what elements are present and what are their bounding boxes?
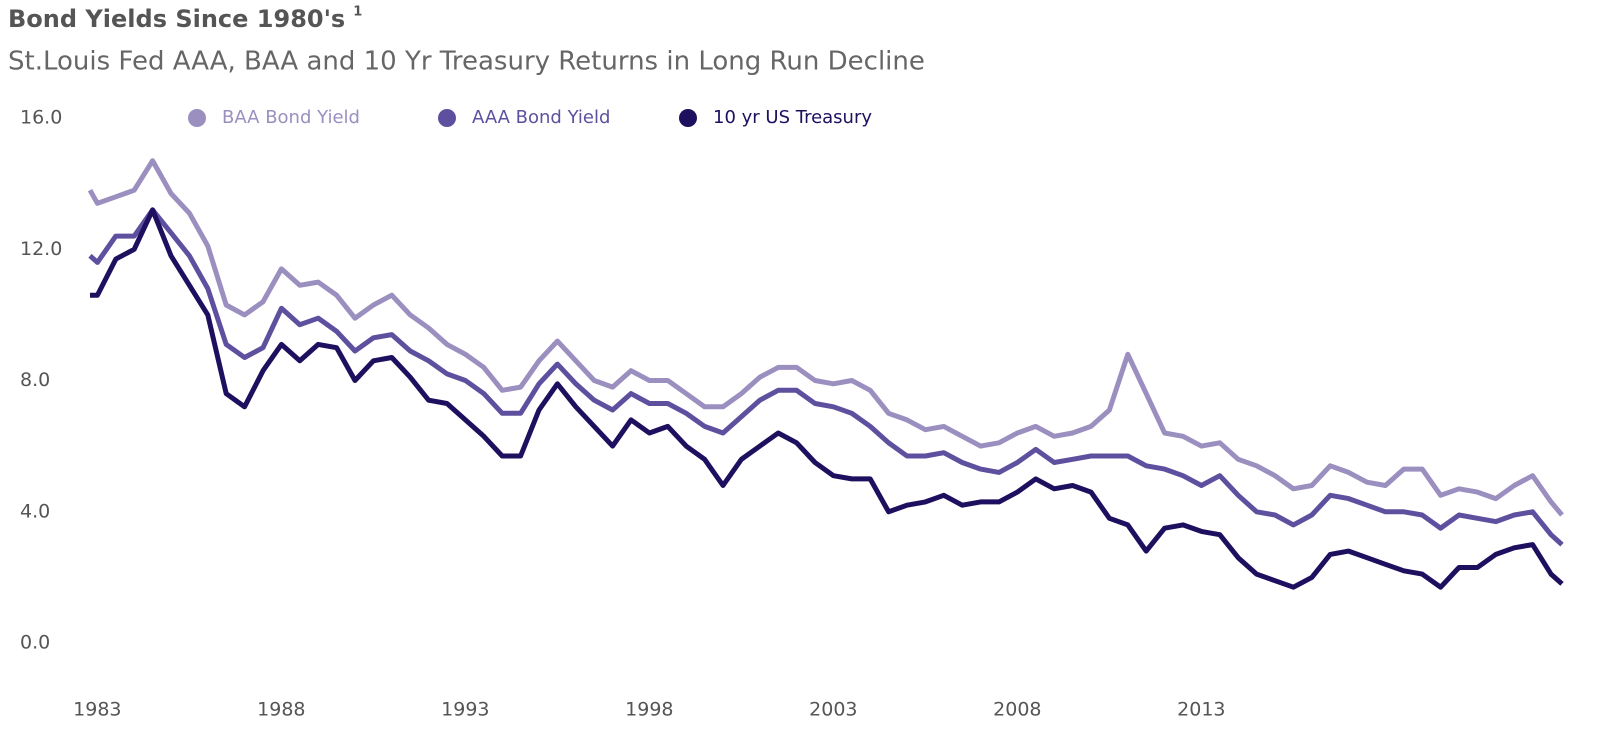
legend-label: AAA Bond Yield — [472, 107, 610, 128]
x-tick-label: 1993 — [441, 699, 489, 721]
legend-label: BAA Bond Yield — [222, 107, 360, 128]
legend-marker — [679, 109, 697, 127]
x-tick-label: 2008 — [993, 699, 1041, 721]
x-tick-label: 2013 — [1177, 699, 1225, 721]
legend-label: 10 yr US Treasury — [713, 107, 872, 128]
chart-subtitle: St.Louis Fed AAA, BAA and 10 Yr Treasury… — [8, 47, 925, 77]
series-line — [90, 207, 1564, 590]
x-tick-label: 1988 — [257, 699, 305, 721]
y-tick-label: 0.0 — [20, 632, 50, 654]
x-tick-label: 1998 — [625, 699, 673, 721]
y-tick-label: 4.0 — [20, 500, 50, 522]
y-tick-label: 12.0 — [20, 238, 62, 260]
x-tick-label: 2003 — [809, 699, 857, 721]
x-tick-label: 1983 — [73, 699, 121, 721]
series-line — [88, 207, 1564, 547]
title-superscript: 1 — [353, 5, 362, 20]
y-tick-label: 16.0 — [20, 107, 62, 129]
legend-marker — [438, 109, 456, 127]
y-tick-label: 8.0 — [20, 369, 50, 391]
legend-marker — [188, 109, 206, 127]
series-line — [87, 158, 1564, 517]
chart-title: Bond Yields Since 1980's — [8, 5, 345, 33]
